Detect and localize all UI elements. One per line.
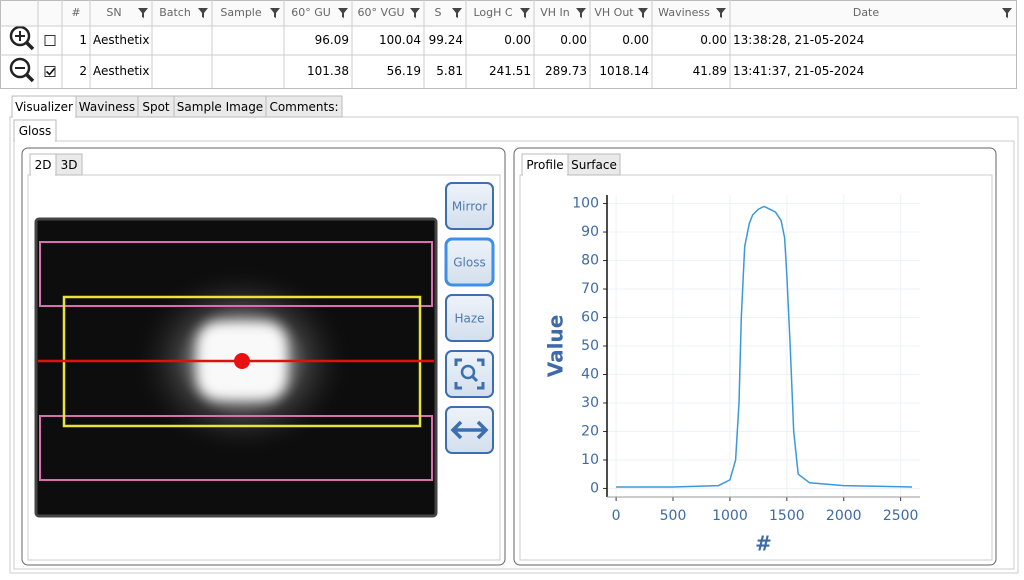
- column-header[interactable]: LogH C: [473, 6, 512, 19]
- sub-tab-label: Gloss: [19, 124, 51, 138]
- zoom-in-icon[interactable]: [9, 25, 35, 51]
- column-header[interactable]: VH Out: [594, 6, 634, 19]
- zoom-fit-button[interactable]: [445, 350, 494, 398]
- main-tab[interactable]: [265, 95, 343, 118]
- table-cell: 56.19: [387, 64, 421, 78]
- x-tick-label: 500: [660, 508, 687, 524]
- table-cell: 5.81: [436, 64, 463, 78]
- filter-icon[interactable]: [716, 8, 726, 18]
- mode-button[interactable]: [445, 182, 494, 230]
- table-cell: 1: [79, 33, 87, 47]
- column-header[interactable]: Batch: [159, 6, 191, 19]
- table-cell: 41.89: [693, 64, 727, 78]
- column-header[interactable]: S: [435, 6, 442, 19]
- table-cell: Aesthetix: [93, 64, 149, 78]
- mode-button-label: Gloss: [453, 256, 485, 270]
- y-tick-label: 50: [581, 338, 599, 354]
- filter-icon[interactable]: [576, 8, 586, 18]
- table-cell: 13:41:37, 21-05-2024: [733, 64, 864, 78]
- table-cell: Aesthetix: [93, 33, 149, 47]
- table-header-bg: [1, 1, 1016, 26]
- x-tick-label: 1000: [712, 508, 748, 524]
- table-cell: 96.09: [315, 33, 349, 47]
- filter-icon[interactable]: [1002, 8, 1012, 18]
- y-tick-label: 90: [581, 224, 599, 240]
- view-tab[interactable]: [55, 153, 83, 176]
- y-tick-label: 80: [581, 253, 599, 269]
- zoom-out-icon[interactable]: [9, 57, 35, 83]
- y-tick-label: 40: [581, 366, 599, 382]
- main-tab-label: Waviness: [79, 100, 135, 114]
- table-cell: 0.00: [560, 33, 587, 47]
- chart-area: [519, 174, 993, 561]
- table-cell: 101.38: [307, 64, 349, 78]
- main-tab-label: Comments:: [269, 100, 338, 114]
- table-cell: 289.73: [545, 64, 587, 78]
- table-cell: 2: [79, 64, 87, 78]
- profile-line: [616, 205, 913, 488]
- table-cell: 241.51: [489, 64, 531, 78]
- view-tab-label: 2D: [35, 158, 52, 172]
- column-header[interactable]: Date: [853, 6, 880, 19]
- column-header[interactable]: 60° VGU: [357, 6, 404, 19]
- filter-icon[interactable]: [198, 8, 208, 18]
- column-header[interactable]: #: [71, 6, 80, 19]
- column-header[interactable]: Sample: [220, 6, 261, 19]
- table-cell: 99.24: [429, 33, 463, 47]
- table-cell: 0.00: [700, 33, 727, 47]
- filter-icon[interactable]: [270, 8, 280, 18]
- y-tick-label: 20: [581, 423, 599, 439]
- y-tick-label: 10: [581, 452, 599, 468]
- table-cell: 0.00: [622, 33, 649, 47]
- table-cell: 1018.14: [599, 64, 649, 78]
- gloss-image: [34, 217, 438, 518]
- filter-icon[interactable]: [638, 8, 648, 18]
- y-tick-label: 60: [581, 310, 599, 326]
- x-tick-label: 0: [612, 508, 621, 524]
- filter-icon[interactable]: [138, 8, 148, 18]
- chart-tab-label: Profile: [526, 158, 563, 172]
- checkmark: [45, 67, 56, 76]
- table-cell: 13:38:28, 21-05-2024: [733, 33, 864, 47]
- y-tick-label: 100: [572, 196, 599, 212]
- y-tick-label: 0: [590, 480, 599, 496]
- column-header[interactable]: Waviness: [658, 6, 710, 19]
- x-tick-label: 1500: [769, 508, 805, 524]
- chart-tab-label: Surface: [571, 158, 617, 172]
- chart-tab[interactable]: [567, 153, 621, 176]
- mode-button[interactable]: [444, 237, 495, 287]
- column-header[interactable]: SN: [106, 6, 121, 19]
- main-tab-label: Visualizer: [15, 100, 73, 114]
- mode-button-label: Mirror: [452, 200, 487, 214]
- mode-button-label: Haze: [454, 312, 484, 326]
- x-tick-label: 2500: [883, 508, 919, 524]
- main-tab-label: Spot: [142, 100, 170, 114]
- row-checkbox[interactable]: [44, 35, 56, 46]
- x-tick-label: 2000: [826, 508, 862, 524]
- column-header[interactable]: 60° GU: [291, 6, 331, 19]
- filter-icon[interactable]: [520, 8, 530, 18]
- mode-button[interactable]: [445, 294, 494, 342]
- x-axis-label: #: [755, 532, 772, 556]
- filter-icon[interactable]: [410, 8, 420, 18]
- y-tick-label: 30: [581, 395, 599, 411]
- table-cell: 0.00: [504, 33, 531, 47]
- table-cell: 100.04: [379, 33, 421, 47]
- column-header[interactable]: VH In: [540, 6, 570, 19]
- y-axis-label: Value: [544, 315, 568, 378]
- y-tick-label: 70: [581, 281, 599, 297]
- stretch-button[interactable]: [445, 406, 494, 454]
- filter-icon[interactable]: [338, 8, 348, 18]
- main-tab-label: Sample Image: [177, 100, 263, 114]
- view-tab-label: 3D: [61, 158, 78, 172]
- filter-icon[interactable]: [452, 8, 462, 18]
- row-checkbox[interactable]: [44, 66, 56, 77]
